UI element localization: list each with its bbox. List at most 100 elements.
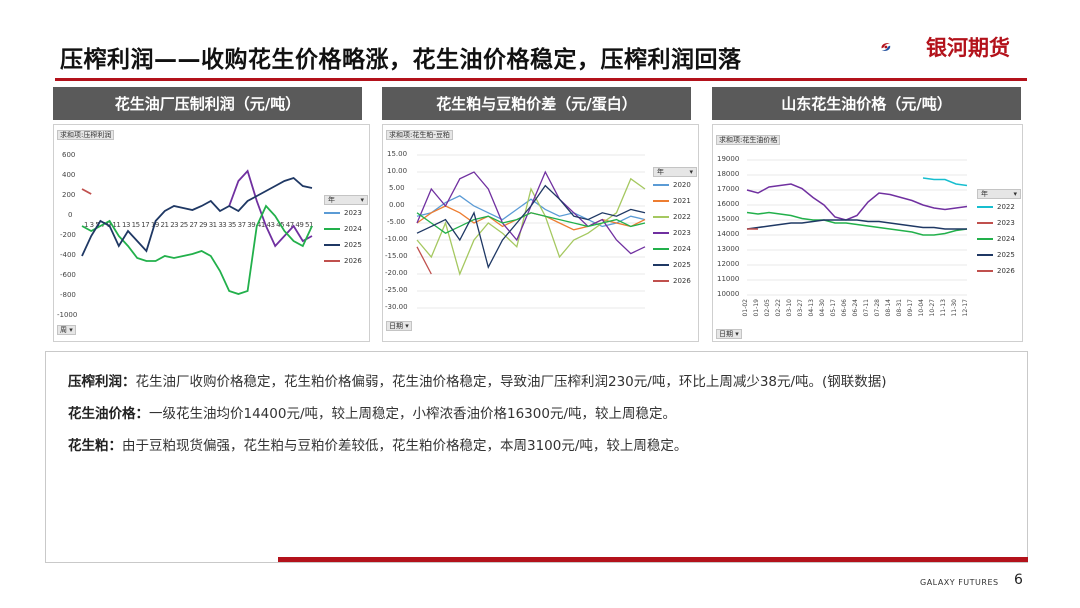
y-tick: 14000 bbox=[717, 230, 740, 238]
y-tick: -30.00 bbox=[385, 303, 408, 311]
y-tick: 200 bbox=[62, 191, 76, 199]
commentary-text: 一级花生油均价14400元/吨，较上周稳定，小榨浓香油价格16300元/吨，较上… bbox=[149, 406, 676, 422]
axis-field-chip[interactable]: 日期 ▾ bbox=[386, 321, 412, 331]
dropdown-icon: ▾ bbox=[1013, 190, 1017, 198]
y-tick: 0 bbox=[68, 211, 73, 219]
legend-title: 年 bbox=[328, 196, 335, 204]
legend-label: 2024 bbox=[673, 245, 691, 253]
x-tick-label: 08-31 bbox=[896, 299, 903, 317]
series-line-2024 bbox=[746, 211, 968, 236]
legend-swatch bbox=[653, 200, 669, 202]
legend-label: 2024 bbox=[997, 235, 1015, 243]
legend-item: 2026 bbox=[324, 253, 368, 269]
brand-logo-text: 银河期货 bbox=[926, 36, 1010, 60]
y-tick: 10.00 bbox=[387, 167, 408, 175]
axis-field-chip[interactable]: 日期 ▾ bbox=[716, 329, 742, 339]
chip-label: 周 bbox=[60, 326, 67, 334]
legend-swatch bbox=[653, 248, 669, 250]
chart-plot-area bbox=[81, 169, 313, 295]
series-line-2024 bbox=[81, 204, 313, 295]
legend-swatch bbox=[324, 212, 340, 214]
legend-item: 2023 bbox=[977, 215, 1021, 231]
y-tick: 16000 bbox=[717, 200, 740, 208]
axis-field-chip[interactable]: 周 ▾ bbox=[57, 325, 76, 335]
x-tick-label: 03-27 bbox=[797, 299, 804, 317]
legend-swatch bbox=[977, 270, 993, 272]
chart-crush-profit: 求和项:压榨利润 600 400 200 0 -200 -400 -600 -8… bbox=[53, 124, 370, 342]
legend-swatch bbox=[977, 254, 993, 256]
legend-item: 2024 bbox=[653, 241, 697, 257]
x-tick-label: 07-28 bbox=[874, 299, 881, 317]
legend-swatch bbox=[977, 222, 993, 224]
legend-item: 2021 bbox=[653, 193, 697, 209]
legend-item: 2020 bbox=[653, 177, 697, 193]
y-tick: 400 bbox=[62, 171, 76, 179]
legend-swatch bbox=[653, 232, 669, 234]
legend-item: 2026 bbox=[653, 273, 697, 289]
legend-label: 2020 bbox=[673, 181, 691, 189]
series-line-2023 bbox=[228, 169, 313, 248]
legend-label: 2026 bbox=[344, 257, 362, 265]
commentary-text: 花生油厂收购价格稳定，花生粕价格偏弱，花生油价格稳定，导致油厂压榨利润230元/… bbox=[135, 374, 887, 390]
y-tick: 10000 bbox=[717, 290, 740, 298]
panel-title-profit: 花生油厂压制利润（元/吨） bbox=[53, 87, 362, 120]
commentary-text: 由于豆粕现货偏强，花生粕与豆粕价差较低，花生粕价格稳定，本周3100元/吨，较上… bbox=[122, 438, 688, 454]
series-line-2024 bbox=[416, 212, 646, 234]
legend-label: 2026 bbox=[673, 277, 691, 285]
commentary-box: 压榨利润：花生油厂收购价格稳定，花生粕价格偏弱，花生油价格稳定，导致油厂压榨利润… bbox=[45, 351, 1028, 563]
legend-swatch bbox=[324, 244, 340, 246]
commentary-oil-price: 花生油价格：一级花生油均价14400元/吨，较上周稳定，小榨浓香油价格16300… bbox=[68, 402, 676, 422]
y-tick: 11000 bbox=[717, 275, 740, 283]
y-tick: 5.00 bbox=[389, 184, 405, 192]
commentary-label: 花生油价格： bbox=[68, 406, 149, 422]
legend-title: 年 bbox=[981, 190, 988, 198]
legend-label: 2022 bbox=[997, 203, 1015, 211]
chart-field-chip[interactable]: 求和项:花生粕-豆粕 bbox=[386, 130, 453, 140]
commentary-label: 压榨利润： bbox=[68, 374, 136, 390]
x-tick-label: 10-27 bbox=[929, 299, 936, 317]
series-line-2026 bbox=[416, 246, 432, 275]
legend-item: 2025 bbox=[324, 237, 368, 253]
header-divider bbox=[55, 78, 1027, 81]
legend-label: 2022 bbox=[673, 213, 691, 221]
legend-swatch bbox=[653, 264, 669, 266]
chart-field-chip[interactable]: 求和项:压榨利润 bbox=[57, 130, 115, 140]
chart-plot-area bbox=[416, 154, 646, 309]
series-line-2026 bbox=[81, 188, 92, 195]
y-tick: 13000 bbox=[717, 245, 740, 253]
legend-filter-button[interactable]: 年 ▾ bbox=[324, 195, 368, 205]
y-tick: -800 bbox=[60, 291, 76, 299]
y-tick: -5.00 bbox=[387, 218, 406, 226]
y-tick: -20.00 bbox=[385, 269, 408, 277]
y-tick: 600 bbox=[62, 151, 76, 159]
x-tick-label: 02-22 bbox=[775, 299, 782, 317]
chart-legend: 年 ▾ 2020 2021 2022 2023 2024 2025 2026 bbox=[653, 167, 697, 289]
y-tick: -25.00 bbox=[385, 286, 408, 294]
y-tick: -400 bbox=[60, 251, 76, 259]
y-tick: -15.00 bbox=[385, 252, 408, 260]
legend-filter-button[interactable]: 年 ▾ bbox=[977, 189, 1021, 199]
legend-item: 2024 bbox=[977, 231, 1021, 247]
legend-item: 2022 bbox=[977, 199, 1021, 215]
y-tick: -600 bbox=[60, 271, 76, 279]
series-line-2021 bbox=[416, 205, 646, 231]
chart-legend: 年 ▾ 2022 2023 2024 2025 2026 bbox=[977, 189, 1021, 279]
x-tick-label: 04-30 bbox=[819, 299, 826, 317]
x-tick-label: 05-17 bbox=[830, 299, 837, 317]
x-tick-label: 01-19 bbox=[753, 299, 760, 317]
panel-title-oil-price: 山东花生油价格（元/吨） bbox=[712, 87, 1021, 120]
y-tick: 17000 bbox=[717, 185, 740, 193]
y-tick: 15000 bbox=[717, 215, 740, 223]
y-tick: -200 bbox=[60, 231, 76, 239]
commentary-label: 花生粕： bbox=[68, 438, 122, 454]
legend-item: 2023 bbox=[324, 205, 368, 221]
y-tick: -10.00 bbox=[385, 235, 408, 243]
legend-label: 2021 bbox=[673, 197, 691, 205]
legend-swatch bbox=[653, 280, 669, 282]
y-tick: 12000 bbox=[717, 260, 740, 268]
y-tick: 15.00 bbox=[387, 150, 408, 158]
legend-filter-button[interactable]: 年 ▾ bbox=[653, 167, 697, 177]
page-number: 6 bbox=[1014, 572, 1023, 588]
legend-swatch bbox=[653, 184, 669, 186]
chart-field-chip[interactable]: 求和项:花生油价格 bbox=[716, 135, 781, 145]
